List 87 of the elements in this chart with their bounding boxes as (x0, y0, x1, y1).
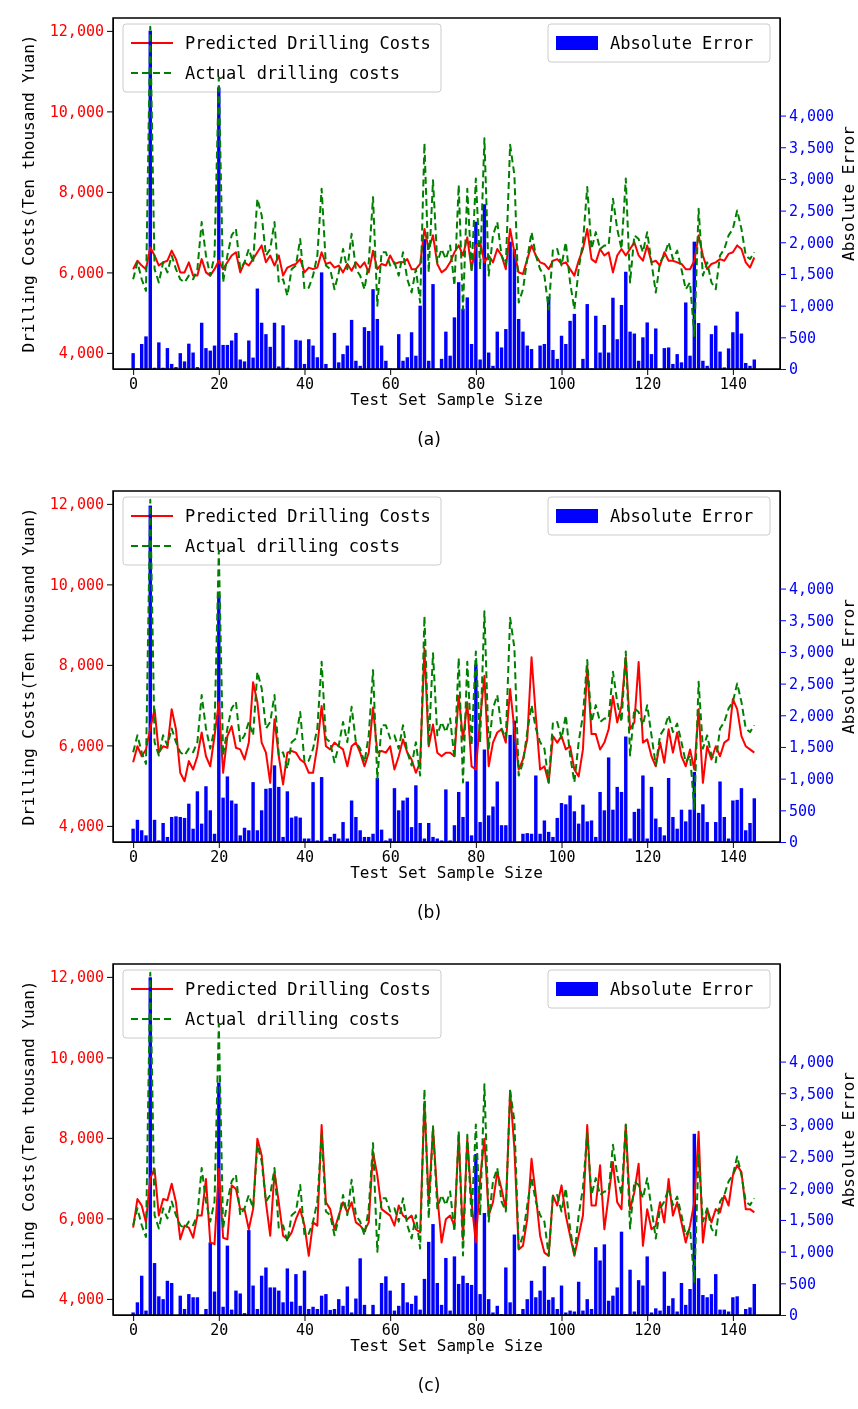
x-tick-label: 120 (634, 847, 662, 866)
x-tick-label: 60 (381, 1320, 400, 1339)
x-tick-label: 140 (719, 1320, 747, 1339)
text: (b) (416, 902, 442, 922)
y-tick-label: 12,000 (49, 22, 104, 41)
y2-tick-label: 2,500 (789, 1147, 835, 1166)
x-axis-title: Test Set Sample Size (350, 1336, 543, 1355)
x-tick-label: 0 (129, 1320, 139, 1339)
y2-tick-label: 2,000 (789, 706, 835, 725)
legend-label: Predicted Drilling Costs (185, 33, 431, 53)
x-axis-title: Test Set Sample Size (350, 863, 543, 882)
y2-axis-title: Absolute Error (839, 598, 858, 734)
x-tick-label: 120 (634, 1320, 662, 1339)
y2-tick-label: 4,000 (789, 1052, 835, 1071)
y2-tick-label: 3,500 (789, 1084, 835, 1103)
y2-tick-label: 500 (789, 328, 817, 347)
y-axis-title: Drilling Costs(Ten thousand Yuan) (19, 34, 38, 353)
x-tick-label: 20 (210, 1320, 229, 1339)
x-tick-label: 20 (210, 374, 229, 393)
y2-tick-label: 0 (789, 833, 799, 852)
y-tick-label: 10,000 (49, 575, 104, 594)
y-tick-label: 6,000 (58, 263, 104, 282)
y2-tick-label: 4,000 (789, 106, 835, 125)
y-axis-title: Drilling Costs(Ten thousand Yuan) (19, 507, 38, 826)
y2-tick-label: 3,000 (789, 643, 835, 662)
y2-axis-title: Absolute Error (839, 125, 858, 261)
legend-label: Actual drilling costs (185, 63, 400, 83)
legend-label: Absolute Error (610, 33, 754, 53)
legend-label: Absolute Error (610, 979, 754, 999)
y-tick-label: 4,000 (58, 1290, 104, 1309)
y2-axis-title: Absolute Error (839, 1071, 858, 1207)
y-tick-label: 10,000 (49, 1048, 104, 1067)
y2-tick-label: 3,500 (789, 611, 835, 630)
y-tick-label: 12,000 (49, 495, 104, 514)
y2-tick-label: 1,000 (789, 769, 835, 788)
x-axis-title: Test Set Sample Size (350, 390, 543, 409)
x-tick-label: 40 (295, 847, 315, 866)
legend-label: Predicted Drilling Costs (185, 506, 431, 526)
x-tick-label: 60 (381, 847, 400, 866)
x-tick-label: 120 (634, 374, 662, 393)
x-tick-label: 80 (467, 1320, 486, 1339)
x-tick-label: 100 (548, 374, 576, 393)
x-tick-label: 80 (467, 847, 486, 866)
y2-tick-label: 4,000 (789, 579, 835, 598)
y2-tick-label: 500 (789, 1274, 817, 1293)
x-tick-label: 140 (719, 374, 747, 393)
legend-label: Predicted Drilling Costs (185, 979, 431, 999)
text: (a) (417, 429, 441, 449)
y-tick-label: 8,000 (58, 656, 104, 675)
x-tick-label: 40 (295, 1320, 315, 1339)
legend-label: Actual drilling costs (185, 1009, 400, 1029)
y2-tick-label: 3,500 (789, 138, 835, 157)
y-tick-label: 6,000 (58, 736, 104, 755)
y2-tick-label: 1,500 (789, 738, 835, 757)
y2-tick-label: 3,000 (789, 1116, 835, 1135)
legend-label: Actual drilling costs (185, 536, 400, 556)
y2-tick-label: 500 (789, 801, 817, 820)
x-tick-label: 60 (381, 374, 400, 393)
y-axis-title: Drilling Costs(Ten thousand Yuan) (19, 980, 38, 1299)
y2-tick-label: 0 (789, 1306, 799, 1325)
x-tick-label: 100 (548, 847, 576, 866)
y2-tick-label: 2,500 (789, 201, 835, 220)
text: (c) (417, 1375, 441, 1395)
y2-tick-label: 1,500 (789, 265, 835, 284)
y2-tick-label: 2,000 (789, 1179, 835, 1198)
y-tick-label: 8,000 (58, 183, 104, 202)
y2-tick-label: 1,500 (789, 1211, 835, 1230)
y-tick-label: 4,000 (58, 817, 104, 836)
y2-tick-label: 2,000 (789, 233, 835, 252)
x-tick-label: 20 (210, 847, 229, 866)
y2-tick-label: 2,500 (789, 674, 835, 693)
y-tick-label: 8,000 (58, 1129, 104, 1148)
legend-label: Absolute Error (610, 506, 754, 526)
x-tick-label: 80 (467, 374, 486, 393)
y2-tick-label: 1,000 (789, 1242, 835, 1261)
y2-tick-label: 0 (789, 360, 799, 379)
y2-tick-label: 3,000 (789, 170, 835, 189)
x-tick-label: 140 (719, 847, 747, 866)
y2-tick-label: 1,000 (789, 296, 835, 315)
x-tick-label: 100 (548, 1320, 576, 1339)
y-tick-label: 4,000 (58, 344, 104, 363)
x-tick-label: 0 (129, 847, 139, 866)
y-tick-label: 12,000 (49, 968, 104, 987)
y-tick-label: 10,000 (49, 102, 104, 121)
x-tick-label: 40 (295, 374, 315, 393)
x-tick-label: 0 (129, 374, 139, 393)
y-tick-label: 6,000 (58, 1209, 104, 1228)
